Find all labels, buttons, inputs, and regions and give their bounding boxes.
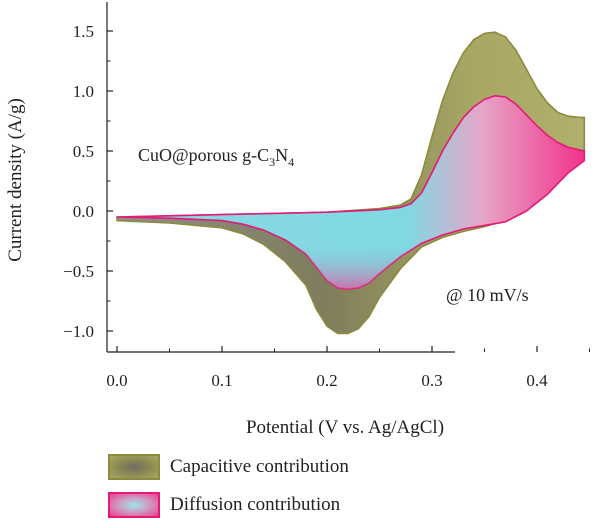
diffusion-swatch bbox=[108, 492, 160, 518]
y-tick-label: 0.5 bbox=[73, 142, 94, 161]
axes: 0.0 0.1 0.2 0.3 0.4 −1.0 −0.5 0.0 0.5 1.0 1.5 Poten… bbox=[5, 2, 590, 438]
x-tick-label: 0.3 bbox=[421, 371, 442, 390]
legend-item-capacitive: Capacitive contribution bbox=[108, 452, 349, 482]
legend-item-diffusion: Diffusion contribution bbox=[108, 490, 349, 520]
y-tick-label: −1.0 bbox=[63, 322, 94, 341]
y-tick-label: 0.0 bbox=[73, 202, 94, 221]
x-tick-label: 0.0 bbox=[106, 371, 127, 390]
x-axis-title: Potential (V vs. Ag/AgCl) bbox=[246, 417, 444, 438]
material-annotation: CuO@porous g-C3N4 bbox=[138, 145, 294, 169]
material-subscript: 4 bbox=[288, 155, 294, 169]
x-tick-label: 0.4 bbox=[526, 371, 548, 390]
y-axis-title: Current density (A/g) bbox=[5, 98, 26, 262]
legend-label-diffusion: Diffusion contribution bbox=[170, 494, 341, 515]
y-tick-label: 1.0 bbox=[73, 82, 94, 101]
x-tick-label: 0.2 bbox=[316, 371, 337, 390]
scan-rate-annotation: @ 10 mV/s bbox=[446, 285, 529, 305]
x-tick-label: 0.1 bbox=[211, 371, 232, 390]
legend: Capacitive contribution Diffusion contri… bbox=[108, 452, 349, 528]
material-text: CuO@porous g-C bbox=[138, 145, 269, 165]
y-tick-label: 1.5 bbox=[73, 22, 94, 41]
capacitive-area bbox=[116, 31, 586, 335]
material-text: N bbox=[275, 145, 288, 165]
y-tick-label: −0.5 bbox=[63, 262, 94, 281]
legend-label-capacitive: Capacitive contribution bbox=[170, 456, 349, 477]
material-subscript: 3 bbox=[269, 155, 275, 169]
capacitive-swatch bbox=[108, 454, 160, 480]
